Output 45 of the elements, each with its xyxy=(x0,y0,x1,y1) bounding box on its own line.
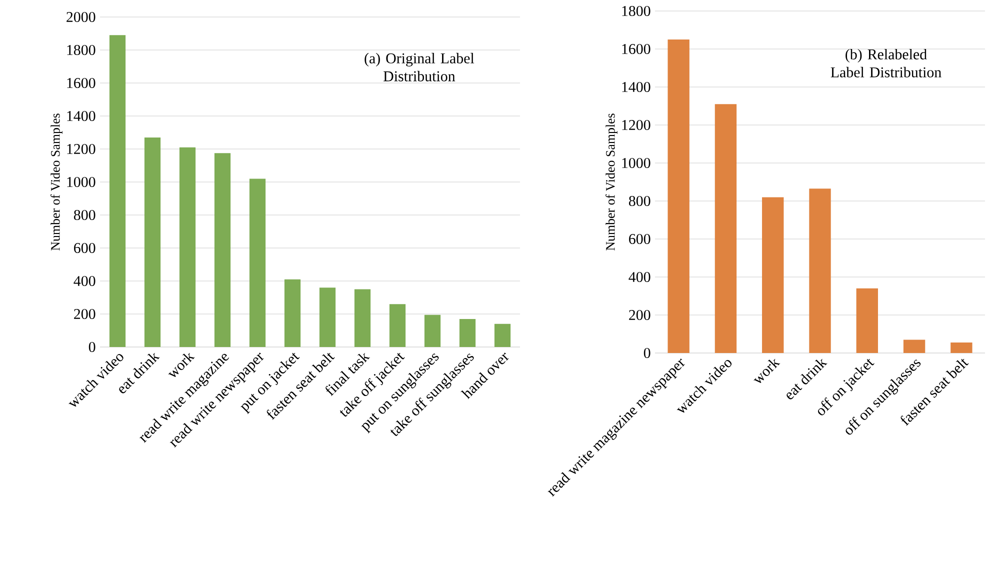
bar xyxy=(354,289,371,347)
y-tick-label: 200 xyxy=(74,308,96,320)
bar xyxy=(214,153,231,347)
y-tick-label: 1000 xyxy=(622,158,650,168)
bar xyxy=(809,188,831,353)
bar xyxy=(950,342,972,353)
y-axis-title: Number of Video Samples xyxy=(606,114,618,250)
y-tick-label: 600 xyxy=(74,242,96,254)
y-tick-label: 600 xyxy=(629,234,650,244)
bar xyxy=(494,324,511,347)
bar xyxy=(179,147,196,347)
y-axis-title: Number of Video Samples xyxy=(50,114,62,250)
bar xyxy=(284,279,301,347)
bar xyxy=(903,340,926,353)
bar xyxy=(762,197,784,353)
bar xyxy=(109,35,126,347)
bar xyxy=(459,318,476,347)
bar xyxy=(389,304,406,347)
y-tick-label: 1600 xyxy=(67,78,96,88)
y-tick-label: 800 xyxy=(74,210,96,220)
bar xyxy=(249,178,266,347)
y-tick-label: 0 xyxy=(644,348,650,358)
y-tick-label: 400 xyxy=(74,276,96,286)
y-tick-label: 1000 xyxy=(67,176,96,188)
y-tick-label: 800 xyxy=(628,196,650,206)
bar xyxy=(856,288,878,353)
y-tick-label: 2000 xyxy=(66,12,96,22)
y-tick-label: 1800 xyxy=(67,44,96,56)
y-tick-label: 1200 xyxy=(622,120,650,130)
y-tick-label: 400 xyxy=(628,272,650,282)
bar xyxy=(668,39,690,353)
bar xyxy=(424,314,441,347)
bar xyxy=(319,288,336,347)
x-tick-label: work xyxy=(754,358,780,383)
bar xyxy=(144,137,161,347)
y-tick-label: 200 xyxy=(629,310,650,320)
text: (a) Original Label Distribution xyxy=(364,52,474,82)
y-tick-label: 1800 xyxy=(622,6,650,16)
text: (b) Relabeled Label Distribution xyxy=(830,48,942,78)
y-tick-label: 1400 xyxy=(67,110,96,122)
y-tick-label: 1400 xyxy=(622,82,650,92)
y-tick-label: 1200 xyxy=(67,144,96,154)
bar xyxy=(714,104,737,353)
y-tick-label: 0 xyxy=(88,342,96,352)
y-tick-label: 1600 xyxy=(622,44,650,54)
